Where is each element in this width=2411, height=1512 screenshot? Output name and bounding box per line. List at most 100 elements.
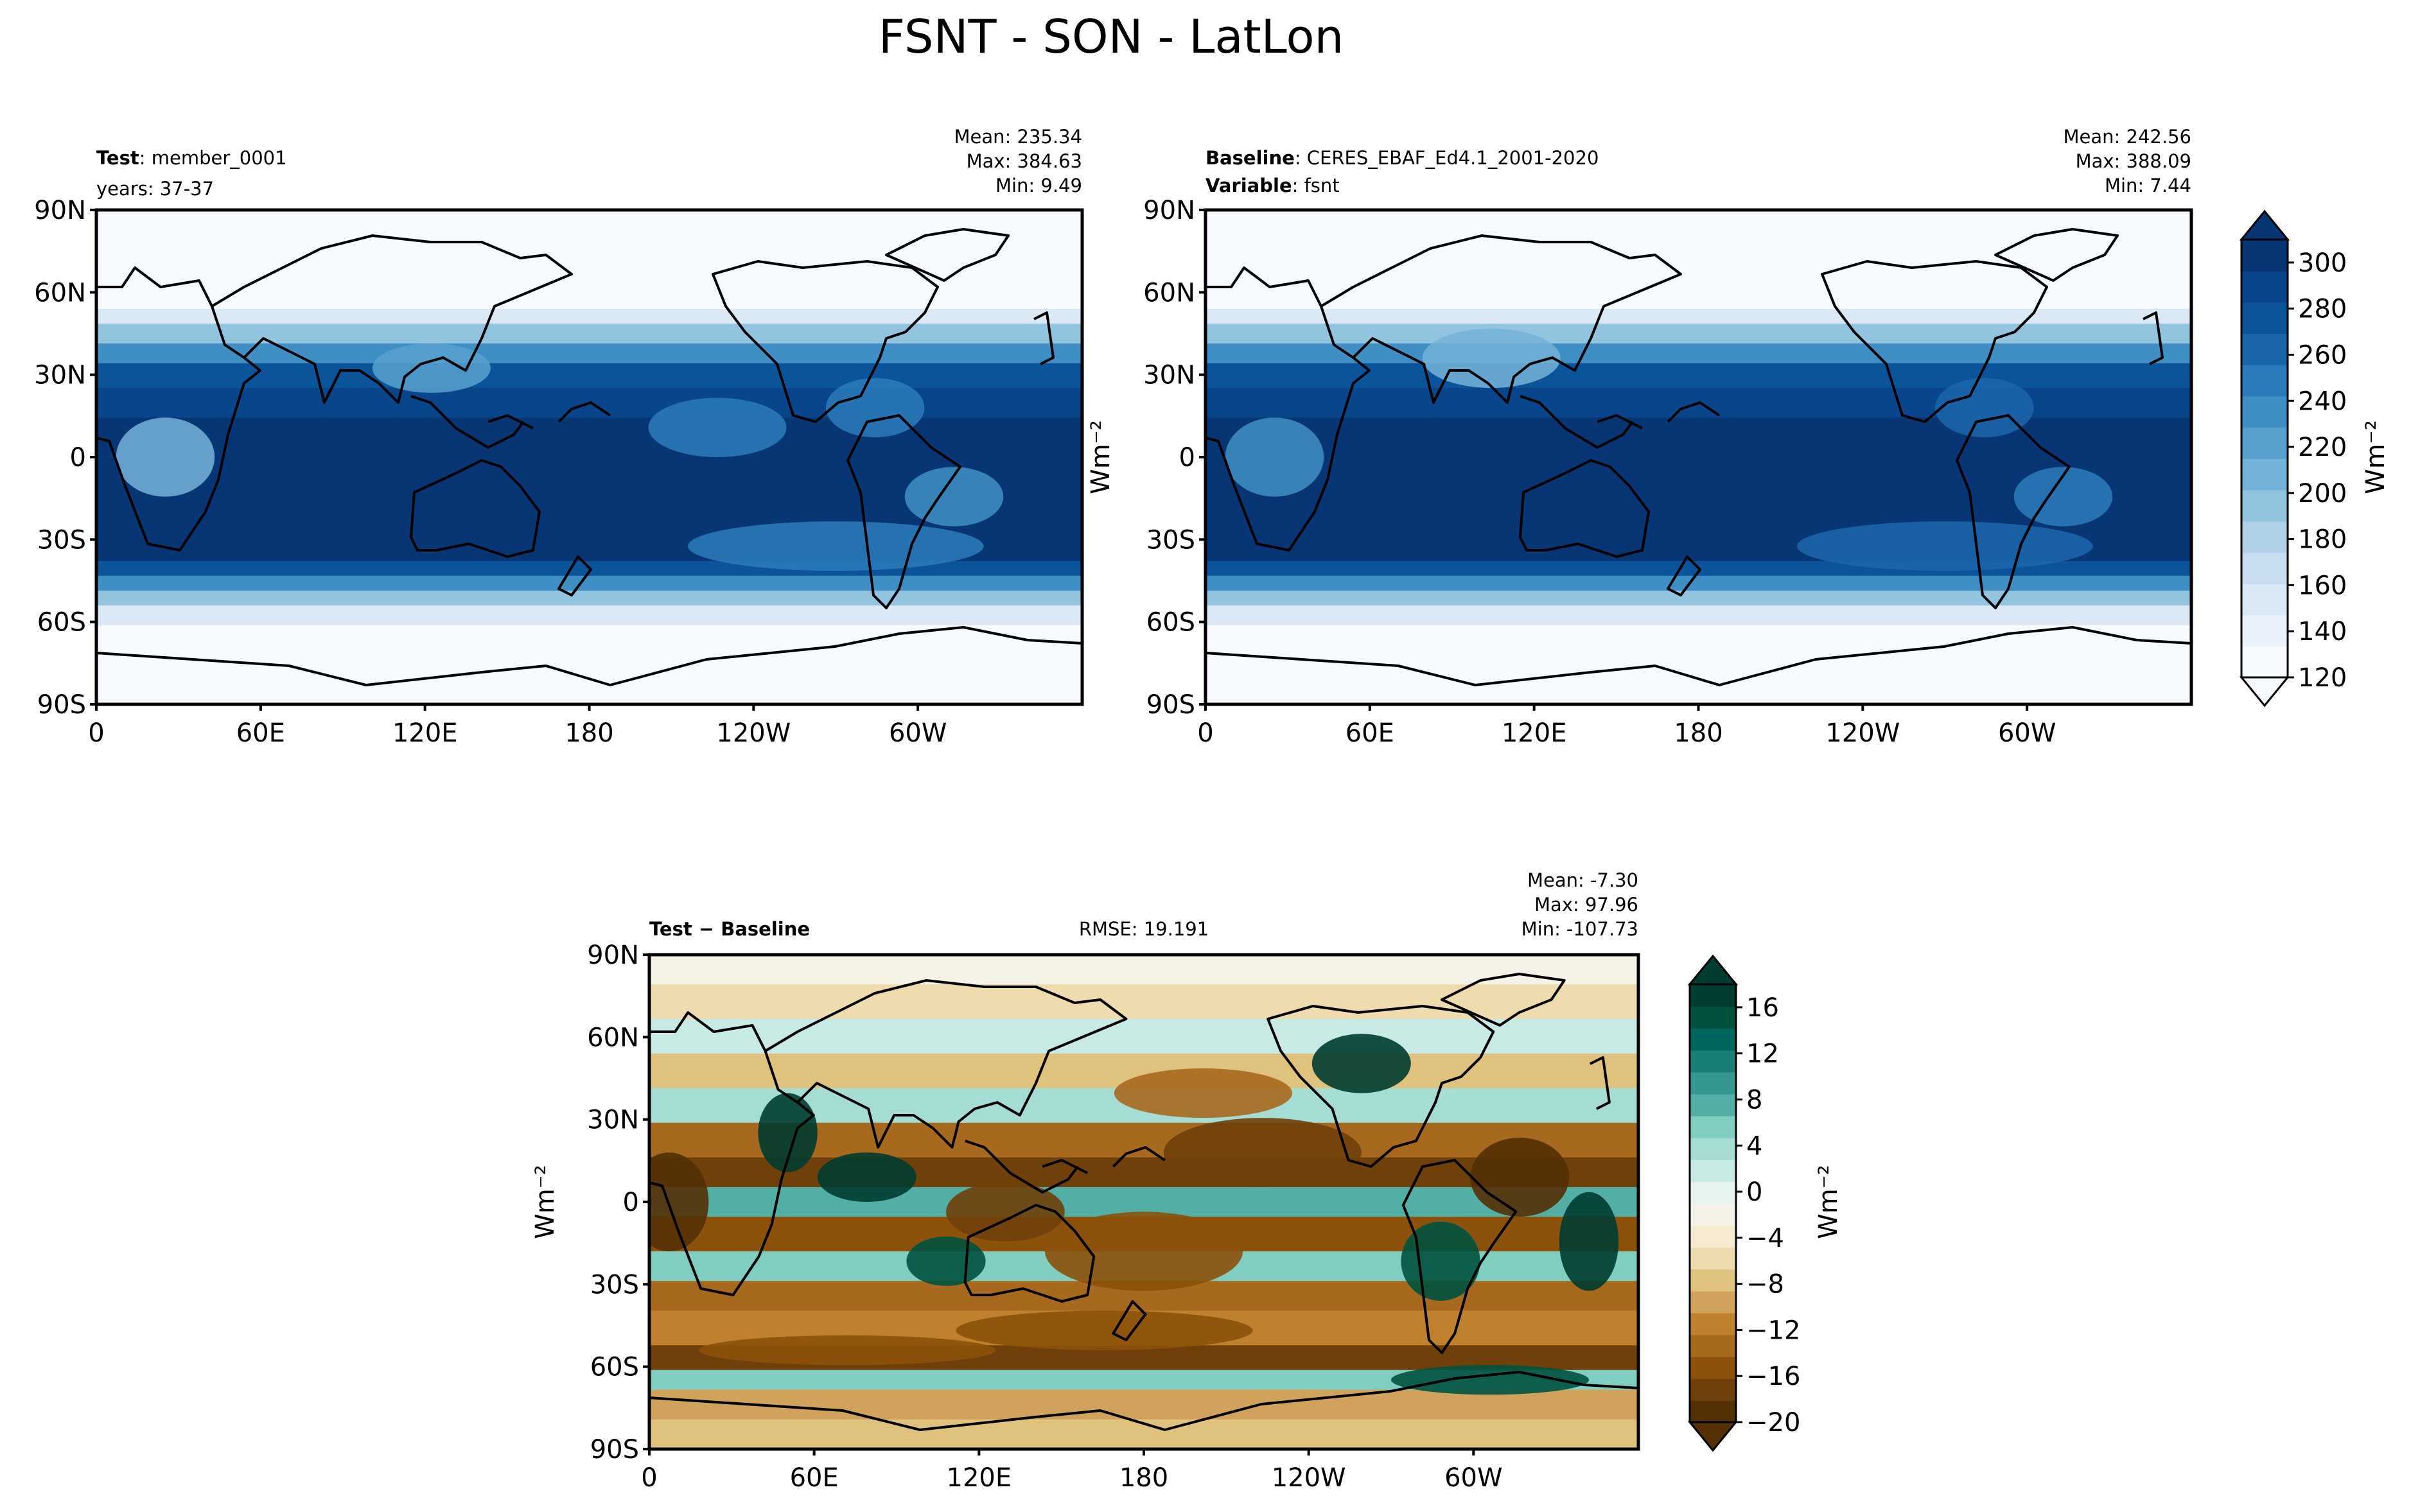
test-years: years: 37-37 — [96, 178, 214, 200]
diff-panel: Test − Baseline RMSE: 19.191 Mean: -7.30… — [530, 869, 1640, 1493]
main-colorbar-swatch — [2241, 333, 2288, 365]
baseline-variable: Variable: fsnt — [1206, 175, 1340, 196]
test-lat-label: 30S — [37, 525, 86, 555]
diff-lon-label: 0 — [641, 1463, 657, 1493]
test-lat-ticks: 90N 60N 30N 0 30S 60S 90S — [34, 196, 96, 720]
baseline-lon-label: 60W — [1998, 718, 2056, 748]
baseline-lat-label: 30N — [1143, 361, 1195, 390]
main-colorbar-extend-max — [2239, 209, 2290, 241]
main-colorbar-swatch — [2241, 427, 2288, 459]
diff-patch — [1045, 1212, 1243, 1291]
diff-colorbar-swatch — [1690, 1290, 1736, 1314]
baseline-label: Baseline: CERES_EBAF_Ed4.1_2001-2020 — [1206, 147, 1599, 169]
test-lon-label: 120W — [716, 718, 791, 748]
diff-colorbar-tick-label: −16 — [1746, 1362, 1800, 1391]
diff-band — [649, 984, 1638, 1020]
diff-colorbar-tick-label: 0 — [1746, 1177, 1762, 1207]
diff-patch — [906, 1236, 986, 1286]
diff-colorbar-swatch — [1690, 1400, 1736, 1423]
main-colorbar-tick-label: 220 — [2298, 433, 2347, 462]
cloud-patch — [1797, 521, 2093, 571]
test-lat-label: 30N — [34, 361, 86, 390]
diff-lon-label: 120W — [1272, 1463, 1346, 1493]
test-lat-label: 90S — [37, 690, 86, 720]
cloud-patch — [116, 417, 215, 497]
test-lat-label: 60S — [37, 608, 86, 638]
main-colorbar-unit: Wm⁻² — [2361, 420, 2390, 494]
main-colorbar-swatch — [2241, 614, 2288, 647]
diff-lon-label: 120E — [947, 1463, 1012, 1493]
diff-patch — [758, 1093, 818, 1172]
test-lat-label: 60N — [34, 278, 86, 308]
baseline-stat-min: Min: 7.44 — [2105, 175, 2191, 196]
cloud-patch — [1934, 378, 2034, 438]
diff-colorbar-swatch — [1690, 984, 1736, 1007]
cloud-patch — [688, 521, 984, 571]
diff-lat-label: 90S — [590, 1435, 639, 1464]
zonal-band — [1206, 210, 2191, 290]
diff-lat-label: 60S — [590, 1353, 639, 1382]
diff-colorbar-tick-label: 12 — [1746, 1039, 1779, 1069]
diff-lat-label: 30N — [587, 1106, 639, 1135]
zonal-band — [96, 210, 1082, 290]
test-lat-label: 90N — [34, 196, 86, 225]
baseline-lat-label: 30S — [1146, 525, 1195, 555]
diff-map — [649, 955, 1638, 1449]
main-colorbar-swatch — [2241, 302, 2288, 335]
main-colorbar-tick-label: 260 — [2298, 340, 2347, 370]
main-colorbar-tick-label: 160 — [2298, 571, 2347, 600]
zonal-band — [1206, 363, 2191, 389]
zonal-band — [96, 590, 1082, 606]
zonal-band — [1206, 417, 2191, 458]
test-stat-min: Min: 9.49 — [995, 175, 1082, 196]
test-label: Test: member_0001 — [96, 147, 287, 169]
zonal-band — [1206, 343, 2191, 364]
diff-stat-mean: Mean: -7.30 — [1527, 869, 1638, 891]
zonal-band — [96, 575, 1082, 591]
test-lon-label: 60W — [889, 718, 947, 748]
zonal-band — [96, 289, 1082, 309]
main-colorbar: 120 140 160 180 200 220 240 260 280 300 Wm⁻² — [2239, 209, 2390, 708]
baseline-lon-label: 60E — [1346, 718, 1394, 748]
diff-colorbar-unit: Wm⁻² — [1814, 1165, 1843, 1239]
cloud-patch — [1225, 417, 1324, 497]
diff-lat-label: 60N — [587, 1023, 639, 1052]
diff-lon-label: 60E — [790, 1463, 839, 1493]
baseline-lon-label: 120W — [1825, 718, 1900, 748]
diff-stat-min: Min: -107.73 — [1521, 918, 1638, 940]
zonal-band — [96, 605, 1082, 626]
diff-patch — [649, 1152, 709, 1251]
diff-colorbar-tick-label: −4 — [1746, 1224, 1784, 1253]
diff-lon-label: 60W — [1444, 1463, 1502, 1493]
main-colorbar-tick-label: 300 — [2298, 248, 2347, 278]
diff-colorbar-tick-label: 8 — [1746, 1085, 1762, 1115]
diff-patch — [699, 1335, 995, 1366]
diff-colorbar-swatch — [1690, 1225, 1736, 1248]
test-lon-label: 120E — [392, 718, 458, 748]
zonal-band — [96, 417, 1082, 458]
main-colorbar-tick-label: 280 — [2298, 295, 2347, 324]
diff-colorbar-swatch — [1690, 1093, 1736, 1117]
diff-patch — [1391, 1365, 1589, 1395]
main-colorbar-swatch — [2241, 552, 2288, 584]
baseline-map — [1206, 210, 2191, 704]
diff-colorbar-swatch — [1690, 1050, 1736, 1073]
diff-rmse: RMSE: 19.191 — [1079, 918, 1209, 940]
main-colorbar-swatch — [2241, 364, 2288, 397]
test-lat-label: 0 — [70, 443, 86, 473]
diff-lon-label: 180 — [1119, 1463, 1168, 1493]
test-stat-max: Max: 384.63 — [967, 150, 1082, 172]
baseline-stat-mean: Mean: 242.56 — [2064, 126, 2191, 148]
diff-patch — [1559, 1192, 1619, 1291]
diff-band — [649, 1389, 1638, 1420]
diff-colorbar-tick-label: 4 — [1746, 1131, 1762, 1161]
test-map — [96, 210, 1082, 704]
cloud-patch — [1422, 328, 1561, 388]
cloud-patch — [648, 397, 787, 457]
diff-colorbar-outline — [1688, 983, 1737, 1423]
diff-lat-label: 90N — [587, 941, 639, 970]
zonal-band — [1206, 575, 2191, 591]
cloud-patch — [825, 378, 925, 438]
diff-colorbar-tick-label: 16 — [1746, 993, 1779, 1023]
